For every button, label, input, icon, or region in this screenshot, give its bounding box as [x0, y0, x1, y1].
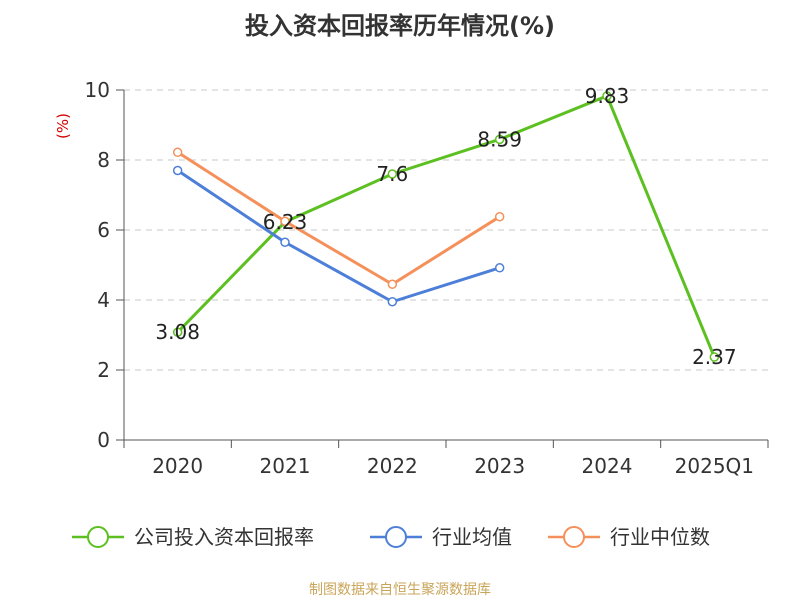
data-point: [280, 216, 290, 226]
source-note: 制图数据来自恒生聚源数据库: [309, 582, 491, 598]
series-lines: [172, 91, 720, 362]
data-point: [387, 279, 398, 289]
x-tick-label: 2023: [474, 454, 525, 478]
x-tick-label: 2025Q1: [675, 454, 754, 478]
series-line-1: [176, 169, 501, 304]
series-line-2: [176, 151, 501, 286]
x-tick-label: 2020: [152, 454, 203, 478]
legend-label: 公司投入资本回报率: [134, 525, 314, 549]
data-point: [494, 211, 505, 222]
data-label: 3.08: [155, 320, 200, 344]
legend-marker: [87, 526, 109, 548]
data-label: 6.23: [263, 210, 308, 234]
x-tick-label: 2021: [260, 454, 311, 478]
y-tick-label: 2: [97, 358, 110, 382]
grid-lines: [124, 89, 768, 371]
legend-marker: [563, 526, 585, 548]
data-label: 7.6: [376, 162, 408, 186]
data-point: [494, 134, 505, 145]
data-point: [172, 147, 183, 158]
series-line-0: [176, 94, 716, 358]
data-point: [494, 263, 505, 273]
data-point: [709, 352, 720, 362]
data-point: [387, 169, 398, 179]
data-labels: 3.08 6.23 7.6 8.59 9.83 2.37: [155, 84, 736, 369]
legend-label: 行业均值: [432, 525, 512, 549]
y-tick-label: 4: [97, 288, 110, 312]
data-point: [172, 327, 183, 337]
data-point: [280, 237, 290, 247]
y-tick-label: 8: [97, 148, 110, 172]
axes: 0 2 4 6 8 10 2020 2021 2022 2023 2024 2025Q1 (%): [54, 78, 769, 478]
y-tick-label: 0: [97, 428, 110, 452]
y-axis-label: (%): [54, 113, 72, 139]
data-point: [172, 165, 183, 176]
x-tick-label: 2024: [582, 454, 633, 478]
data-label: 2.37: [692, 345, 737, 369]
x-tick-label: 2022: [367, 454, 418, 478]
data-label: 9.83: [585, 84, 630, 108]
y-tick-label: 6: [97, 218, 110, 242]
legend-marker: [385, 526, 407, 548]
y-tick-label: 10: [85, 78, 110, 102]
legend-label: 行业中位数: [610, 525, 710, 549]
legend: 公司投入资本回报率 行业均值 行业中位数: [72, 525, 710, 549]
data-point: [387, 297, 398, 307]
chart-title: 投入资本回报率历年情况(%): [245, 12, 555, 40]
data-point: [602, 91, 612, 101]
data-label: 8.59: [477, 127, 522, 151]
